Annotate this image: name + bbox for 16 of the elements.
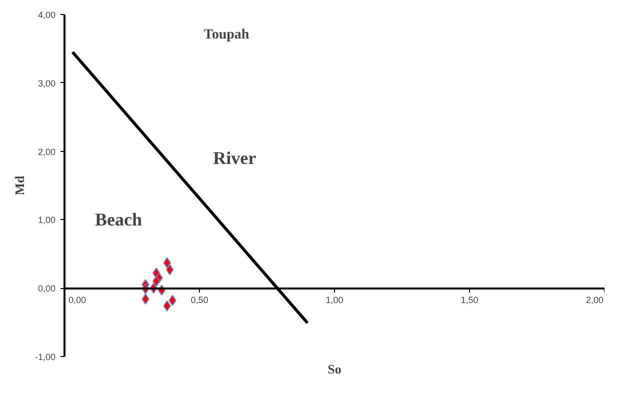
x-tick-label: 1,00 [326, 295, 344, 306]
y-axis-title: Md [12, 174, 27, 196]
annotation: Beach [95, 210, 142, 230]
y-tick-label: 3,00 [38, 78, 56, 88]
annotation: River [213, 148, 256, 168]
x-tick-label: 2,00 [586, 295, 604, 306]
annotation: Toupah [204, 28, 250, 43]
y-tick-label: -1,00 [34, 352, 56, 362]
x-tick-label: 1,50 [460, 295, 478, 306]
x-tick-label: 0,50 [190, 295, 208, 306]
y-tick-label: 4,00 [38, 10, 56, 20]
x-tick-label: 0,00 [68, 295, 86, 306]
y-tick-label: 1,00 [38, 215, 56, 226]
x-axis-title: So [328, 362, 342, 376]
y-tick-label: 2,00 [38, 146, 56, 157]
y-tick-label: 0,00 [38, 284, 56, 294]
